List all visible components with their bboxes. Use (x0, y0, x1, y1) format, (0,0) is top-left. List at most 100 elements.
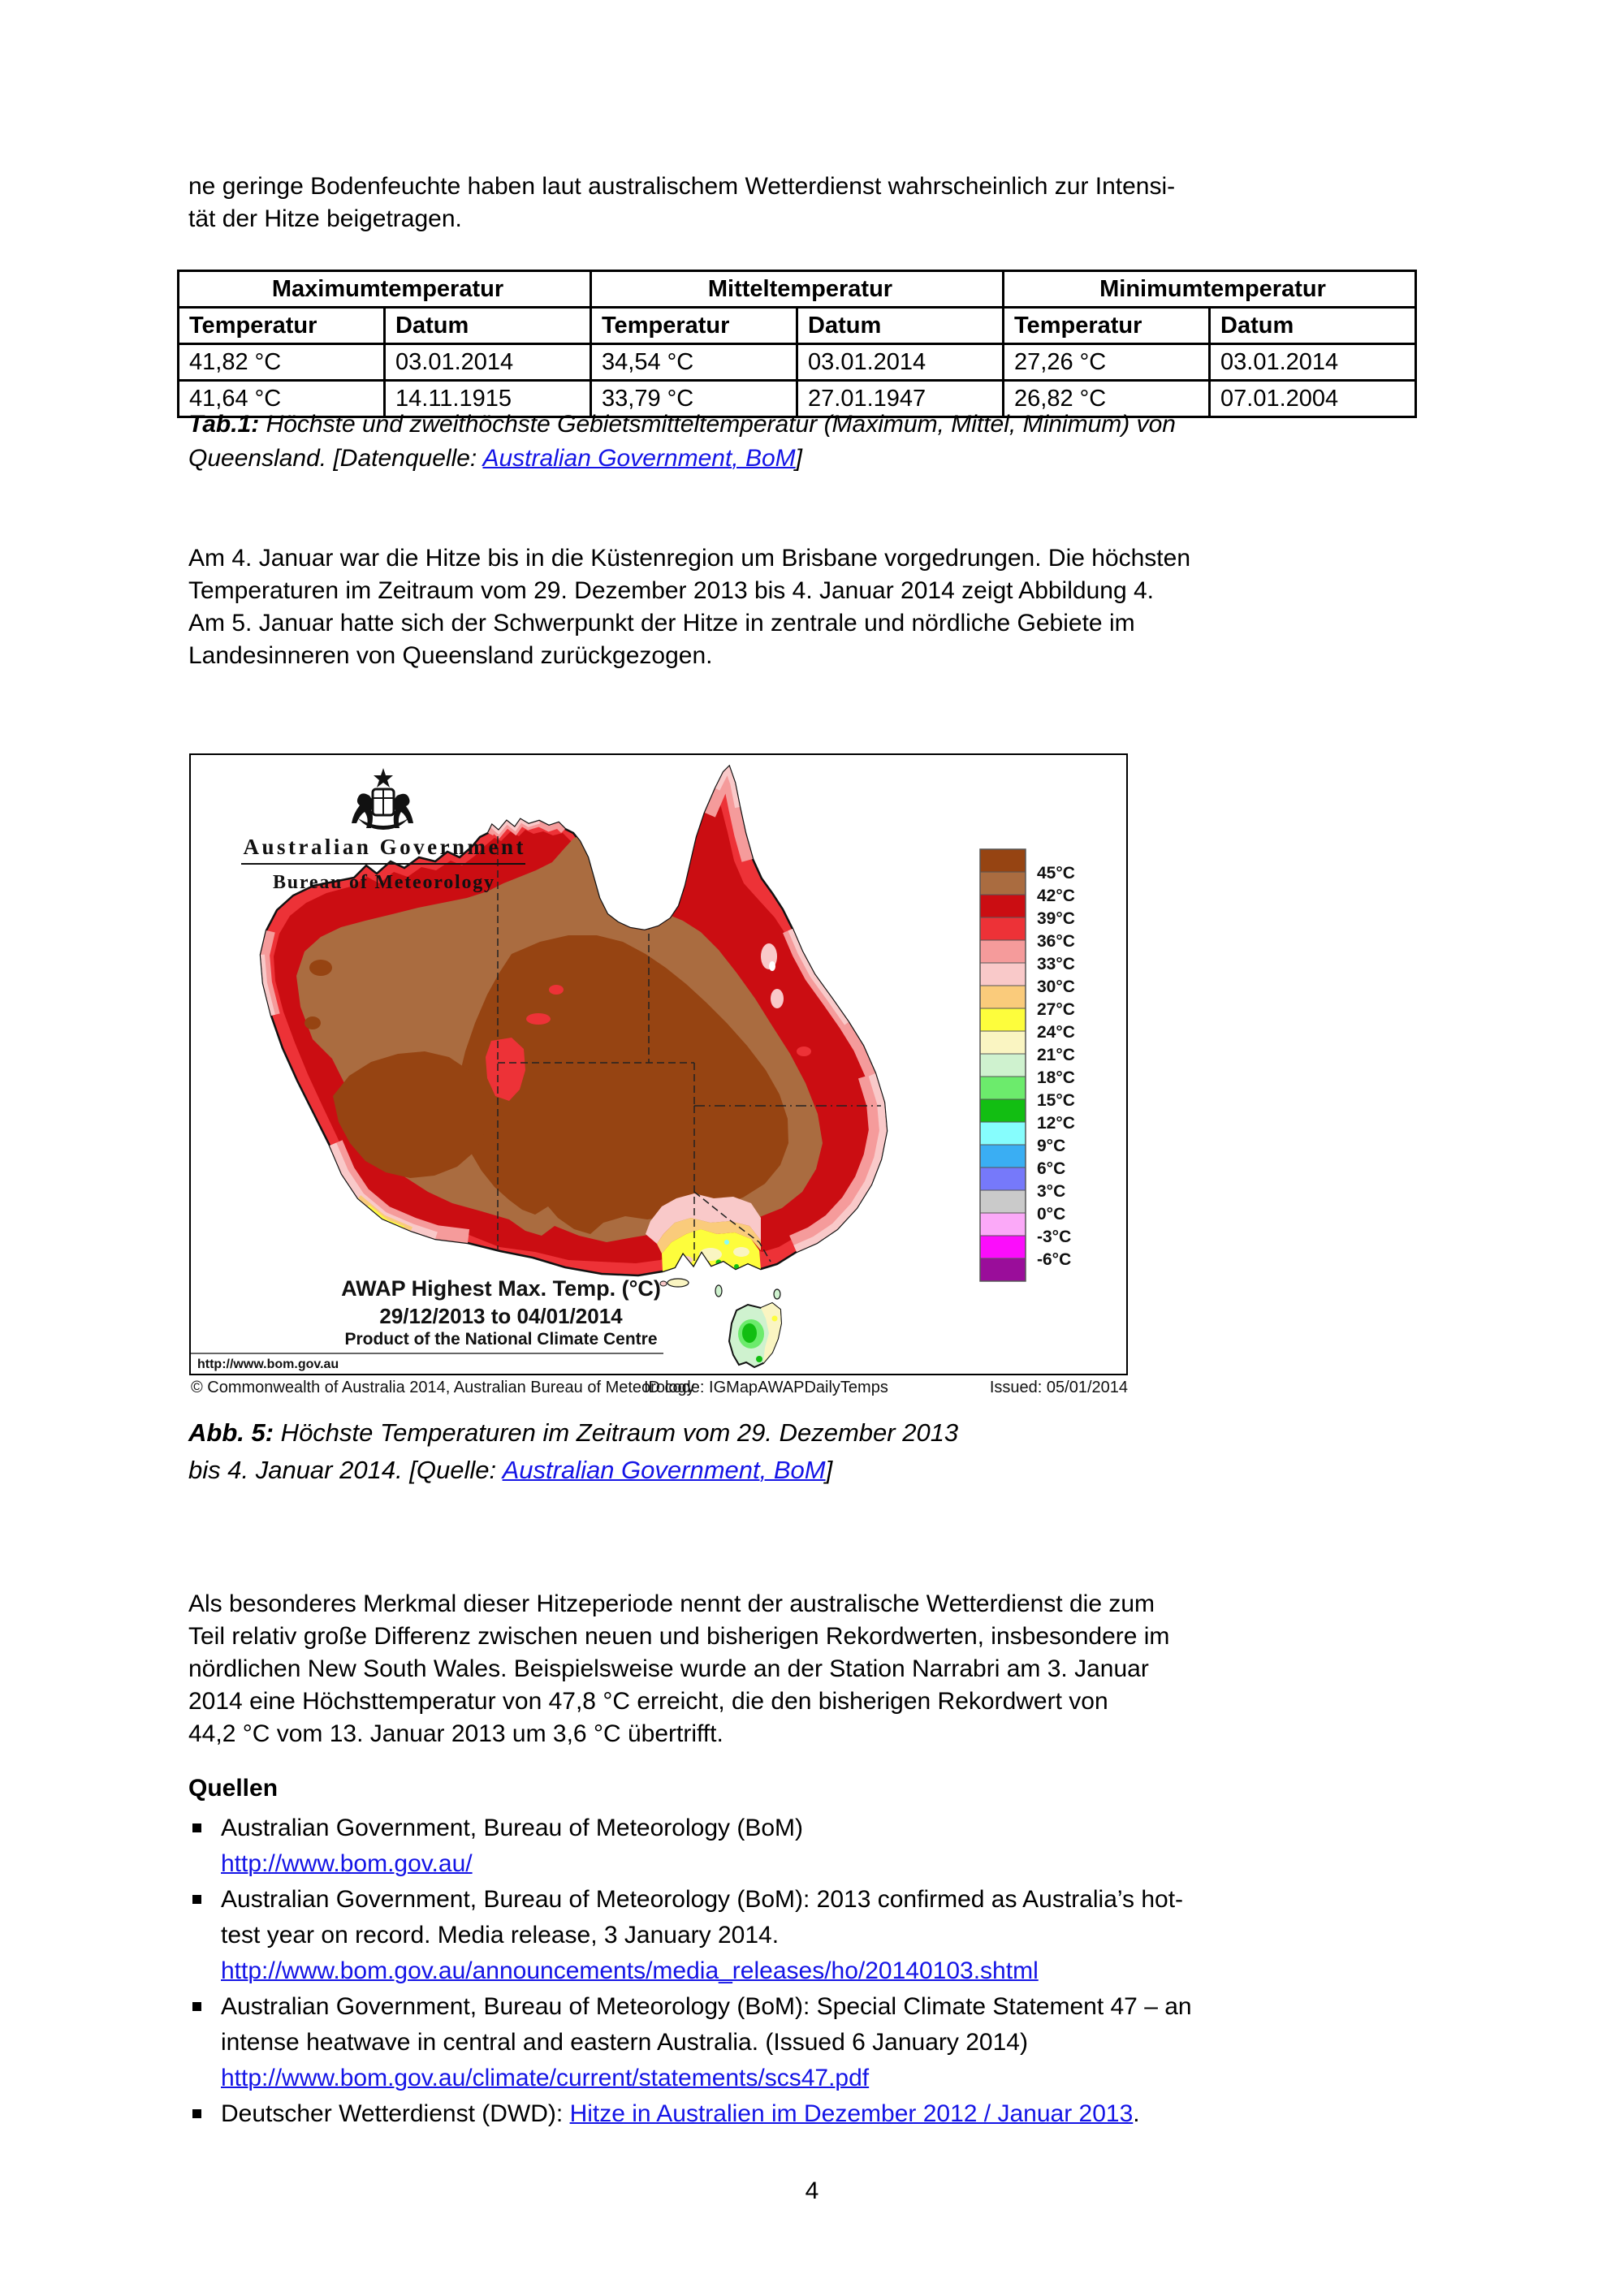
source-text: intense heatwave in central and eastern … (221, 2029, 1028, 2056)
table-cell: 03.01.2014 (796, 343, 1004, 382)
figure-caption-source-link[interactable]: Australian Government, BoM (502, 1456, 826, 1484)
legend-swatch (979, 871, 1026, 896)
crest-star-icon (374, 768, 393, 788)
sources-list: Australian Government, Bureau of Meteoro… (188, 1810, 1479, 2132)
se-cyan-speck (724, 1240, 729, 1245)
legend-label: 6°C (1037, 1159, 1065, 1178)
table-column-header: Temperatur (590, 306, 798, 345)
paragraph-line: Landesinneren von Queensland zurückgezog… (188, 642, 713, 669)
source-item: Australian Government, Bureau of Meteoro… (188, 1810, 1479, 1882)
legend-swatch (979, 1212, 1026, 1236)
legend-swatch (979, 1008, 1026, 1032)
temperature-table: Maximumtemperatur Mitteltemperatur Minim… (177, 270, 1417, 418)
map-logo-bureau: Bureau of Meteorology (273, 872, 494, 893)
table-cell: 27.01.1947 (796, 379, 1004, 418)
legend-swatch (979, 1076, 1026, 1100)
legend-label: 30°C (1037, 978, 1075, 996)
figure-caption-line1: Abb. 5: Höchste Temperaturen im Zeitraum… (188, 1418, 959, 1447)
temp-spot-red (797, 1047, 811, 1056)
se-pale-yellow-patch (733, 1247, 749, 1257)
map-issued: Issued: 05/01/2014 (989, 1379, 1128, 1396)
table-caption-source-link[interactable]: Australian Government, BoM (482, 445, 796, 472)
tasmania-yellow-speck (771, 1315, 778, 1322)
source-item: Australian Government, Bureau of Meteoro… (188, 1989, 1479, 2096)
temp-region-over-45-west (333, 1051, 488, 1178)
paragraph-line: Temperaturen im Zeitraum vom 29. Dezembe… (188, 577, 1154, 604)
map-footer: © Commonwealth of Australia 2014, Austra… (189, 1379, 1128, 1400)
island-speck (659, 1280, 667, 1287)
fringe-se-orange (657, 1218, 761, 1254)
source-text: test year on record. Media release, 3 Ja… (221, 1922, 780, 1949)
table-row: 41,82 °C 03.01.2014 34,54 °C 03.01.2014 … (177, 343, 1417, 382)
table-cell: 33,79 °C (590, 379, 798, 418)
legend-label: 9°C (1037, 1137, 1065, 1155)
map-product: Product of the National Climate Centre (344, 1330, 657, 1349)
table-column-header: Temperatur (177, 306, 386, 345)
page-number: 4 (805, 2177, 819, 2204)
legend-label: 36°C (1037, 932, 1075, 951)
source-link[interactable]: http://www.bom.gov.au/announcements/medi… (221, 1957, 1039, 1984)
paragraph-line: 2014 eine Höchsttemperatur von 47,8 °C e… (188, 1688, 1108, 1715)
legend-swatch (979, 1189, 1026, 1214)
figure-caption-line2: bis 4. Januar 2014. [Quelle: Australian … (188, 1456, 833, 1484)
legend-label: 12°C (1037, 1114, 1075, 1133)
table-column-header: Datum (383, 306, 592, 345)
source-text: Australian Government, Bureau of Meteoro… (221, 1993, 1192, 2020)
paragraph-line: Teil relativ große Differenz zwischen ne… (188, 1623, 1170, 1650)
temp-spot-brown (431, 986, 470, 1007)
source-link[interactable]: http://www.bom.gov.au/ (221, 1850, 473, 1877)
map-url[interactable]: http://www.bom.gov.au (197, 1357, 339, 1371)
source-text: Australian Government, Bureau of Meteoro… (221, 1886, 1184, 1913)
australia-temperature-map: Australian Government Bureau of Meteorol… (191, 764, 1075, 1371)
legend-swatch (979, 1030, 1026, 1055)
legend-label: 3°C (1037, 1182, 1065, 1201)
table-group-header: Mitteltemperatur (590, 270, 1004, 309)
map-copyright: © Commonwealth of Australia 2014, Austra… (191, 1379, 695, 1396)
source-link[interactable]: Hitze in Australien im Dezember 2012 / J… (569, 2100, 1134, 2127)
table-group-header: Maximumtemperatur (177, 270, 592, 309)
table-cell: 41,64 °C (177, 379, 386, 418)
coat-of-arms (352, 768, 413, 830)
paragraph-line: tät der Hitze beigetragen. (188, 205, 462, 232)
figure-caption: Abb. 5: Höchste Temperaturen im Zeitraum… (188, 1414, 958, 1489)
source-link[interactable]: http://www.bom.gov.au/climate/current/st… (221, 2065, 870, 2091)
source-text: Australian Government, Bureau of Meteoro… (221, 1815, 803, 1841)
legend-label: 21°C (1037, 1046, 1075, 1064)
paragraph-line: nördlichen New South Wales. Beispielswei… (188, 1655, 1149, 1682)
fringe-west-pink (261, 954, 275, 1017)
table-caption-line2: Queensland. [Datenquelle: Australian Gov… (188, 445, 802, 472)
legend-swatch (979, 1235, 1026, 1259)
tasmania-green-speck (756, 1356, 762, 1362)
tasmania-green (742, 1323, 757, 1343)
ne-pink-patch (771, 989, 784, 1008)
middle-paragraph: Am 4. Januar war die Hitze bis in die Kü… (188, 542, 1190, 672)
sources-heading: Quellen (188, 1775, 279, 1802)
analysis-paragraph: Als besonderes Merkmal dieser Hitzeperio… (188, 1588, 1169, 1750)
legend-swatch (979, 917, 1026, 941)
source-item: Australian Government, Bureau of Meteoro… (188, 1882, 1479, 1989)
legend-label: 39°C (1037, 909, 1075, 928)
table-cell: 26,82 °C (1002, 379, 1211, 418)
paragraph-line: Am 5. Januar hatte sich der Schwerpunkt … (188, 610, 1135, 637)
crest-shield-cross (373, 789, 394, 815)
paragraph-line: Als besonderes Merkmal dieser Hitzeperio… (188, 1590, 1155, 1617)
bass-strait-island (773, 1288, 781, 1300)
legend-swatch (979, 1258, 1026, 1282)
map-id-code: ID code: IGMapAWAPDailyTemps (644, 1379, 888, 1396)
paragraph-line: Am 4. Januar war die Hitze bis in die Kü… (188, 545, 1191, 572)
legend-swatch (979, 1167, 1026, 1191)
temp-spot-red (526, 1013, 551, 1025)
table-cell: 03.01.2014 (1208, 343, 1417, 382)
tasmania-regions (738, 1303, 781, 1363)
legend-label: 15°C (1037, 1091, 1075, 1110)
figure-caption-label: Abb. 5: (188, 1418, 274, 1447)
legend-border (979, 848, 1026, 1282)
temp-spot-red (549, 985, 564, 995)
fringe-se-pink (646, 1193, 761, 1244)
fringe-capeyork-pink (710, 766, 745, 809)
legend-label: 42°C (1037, 887, 1075, 905)
temperature-regions (261, 766, 887, 1271)
table-cell: 34,54 °C (590, 343, 798, 382)
legend-label: 27°C (1037, 1000, 1075, 1019)
temp-region-over-45 (459, 935, 788, 1234)
